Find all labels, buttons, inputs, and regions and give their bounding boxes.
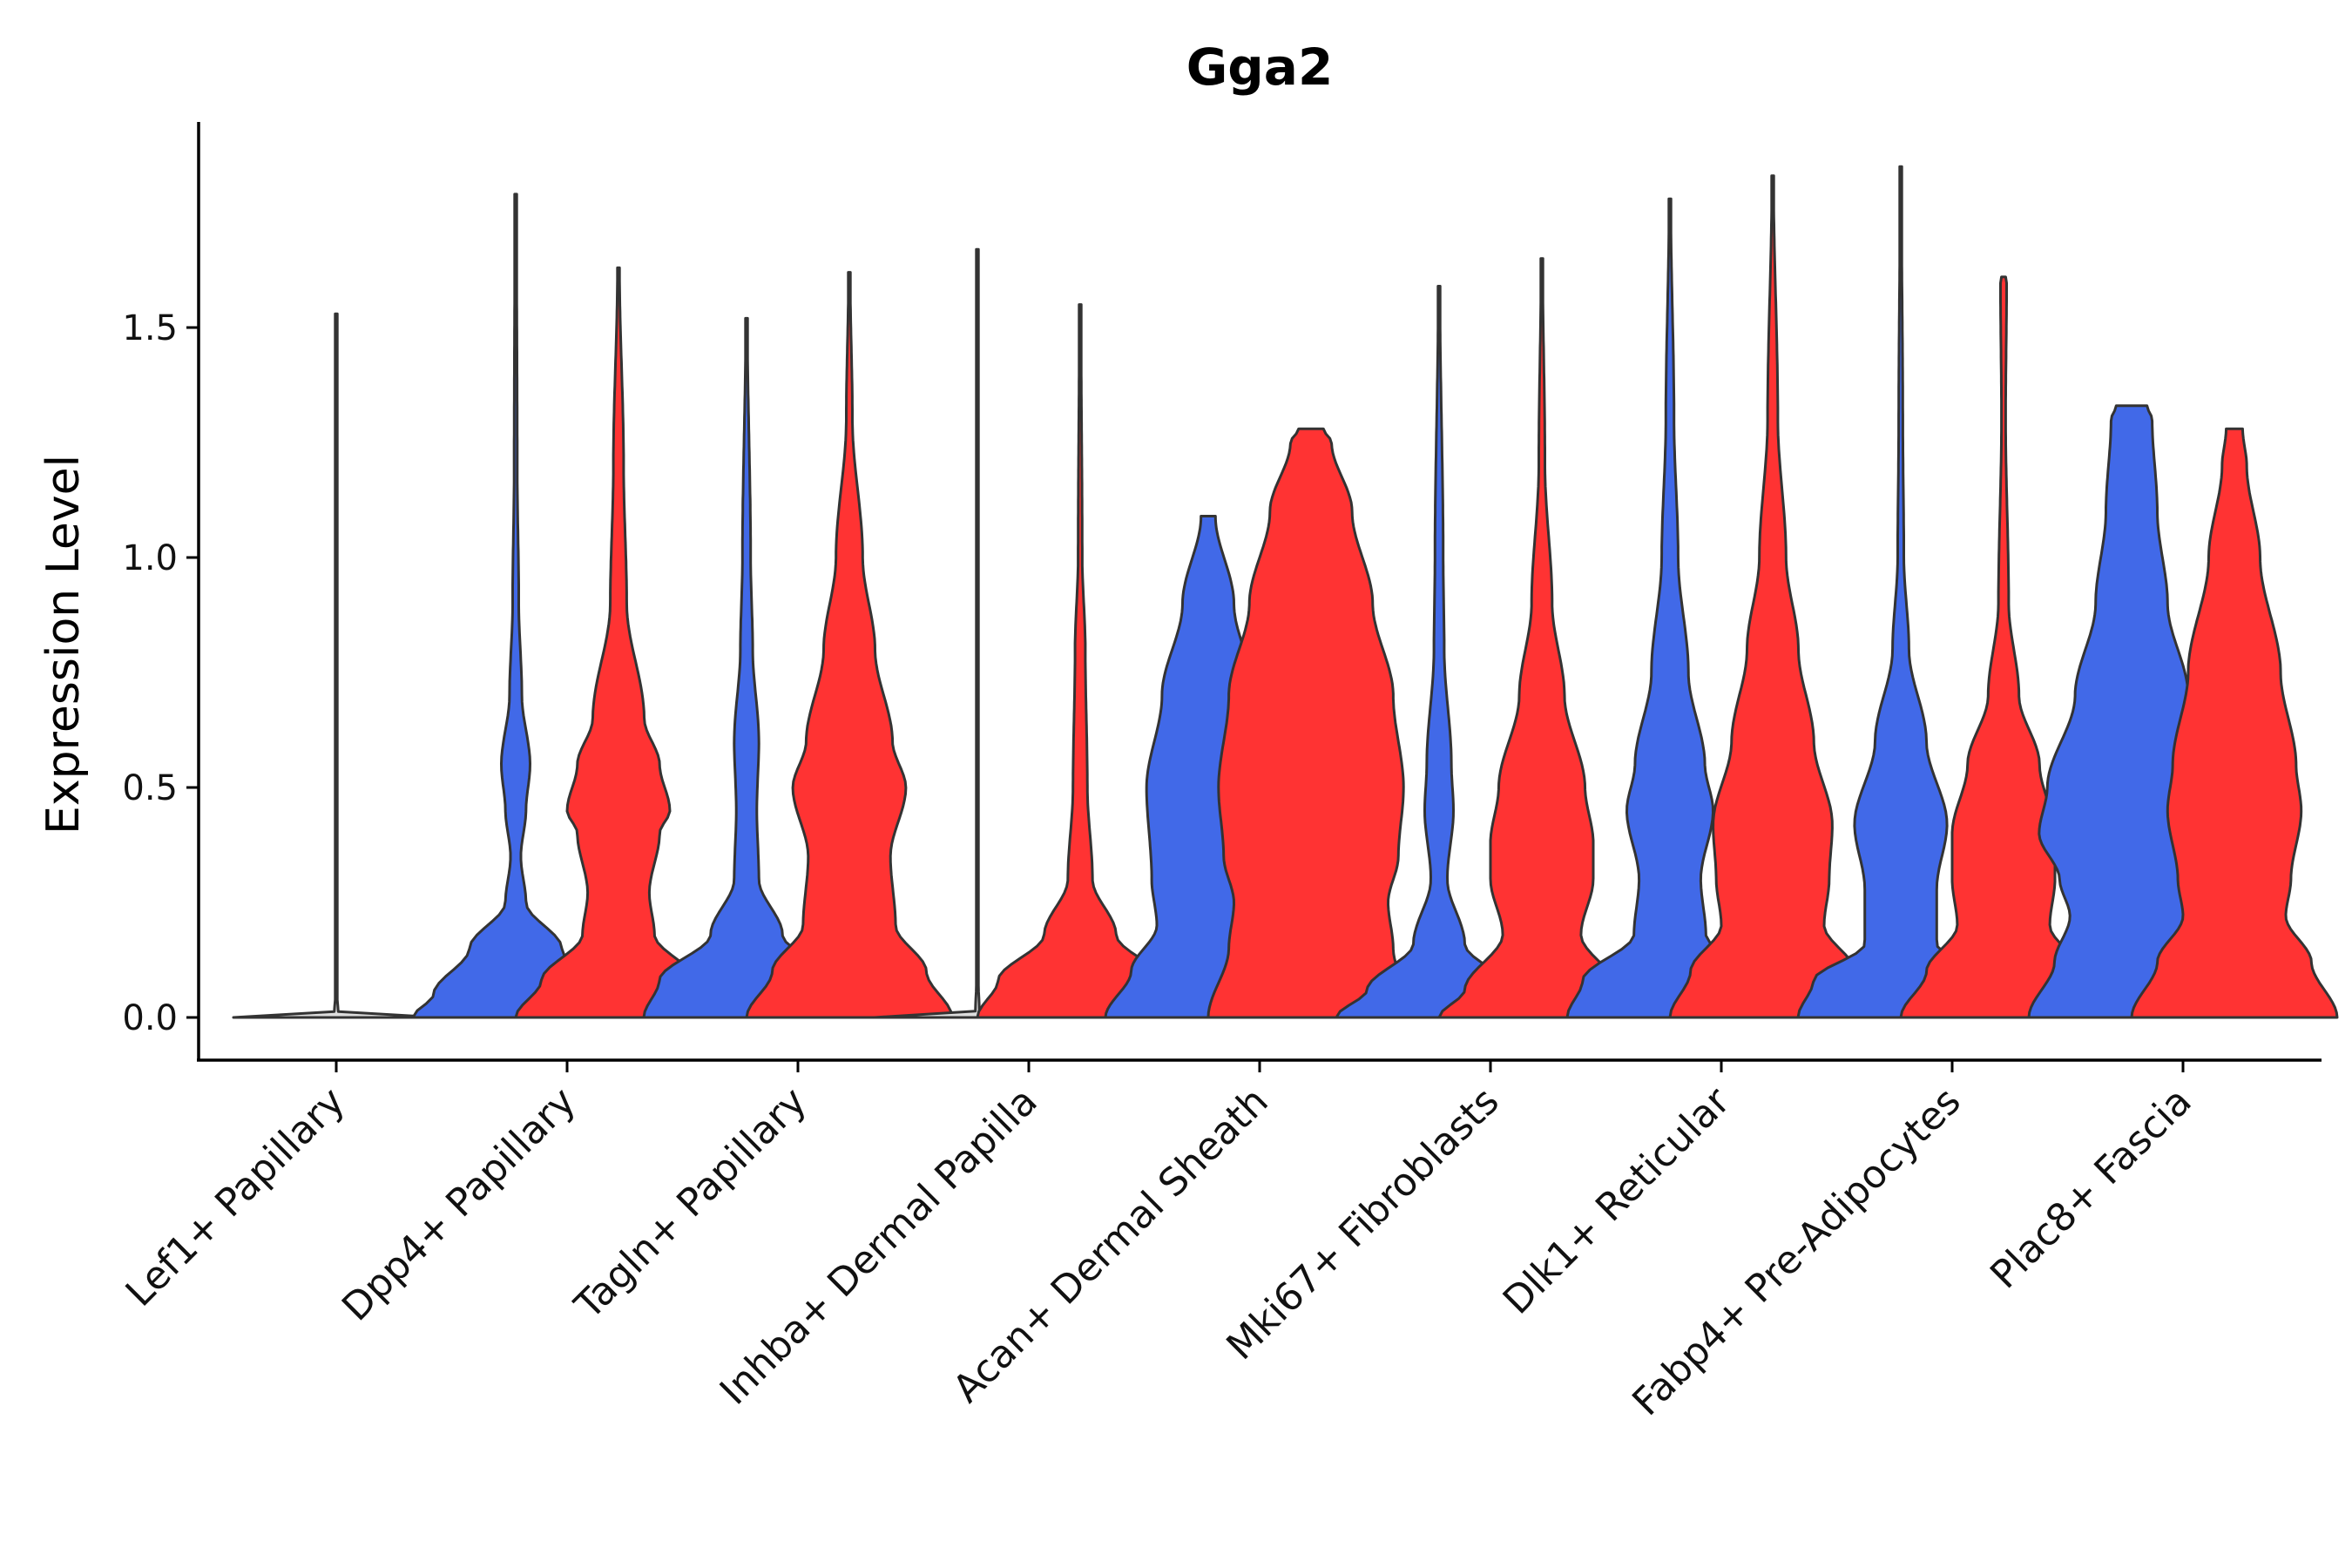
x-tick-label: Tagln+ Papillary [566,1079,815,1328]
violin-blue [1565,197,1774,1019]
violin-red [1668,174,1877,1019]
chart-title: Gga2 [1186,37,1334,97]
x-tick-label: Dpp4+ Papillary [334,1079,585,1330]
violin-blue [1796,165,2005,1019]
y-axis-ticks: 0.0 0.5 1.0 1.5 [122,308,199,1038]
y-tick-label: 0.0 [122,998,178,1038]
y-tick-label: 1.5 [122,308,178,348]
violin-red [745,271,954,1019]
y-tick-label: 0.5 [122,768,178,808]
y-axis-title: Expression Level [37,455,90,835]
plot-area [232,165,2339,1019]
y-tick-label: 1.0 [122,538,178,578]
violin-blue [642,316,851,1019]
violin-red [1206,427,1416,1019]
violin-red [976,303,1185,1019]
violin-red [514,266,723,1019]
violin-blue [873,247,1082,1019]
violin-blue [232,312,441,1019]
x-tick-label: Lef1+ Papillary [118,1079,354,1315]
violin-blue [411,193,620,1019]
x-tick-label: Plac8+ Fascia [1982,1079,2200,1298]
violin-red [2130,427,2339,1019]
violin-red [1437,257,1646,1019]
x-tick-label: Dlk1+ Reticular [1495,1078,1740,1323]
violin-red [1899,275,2108,1019]
violin-blue [1335,285,1544,1019]
